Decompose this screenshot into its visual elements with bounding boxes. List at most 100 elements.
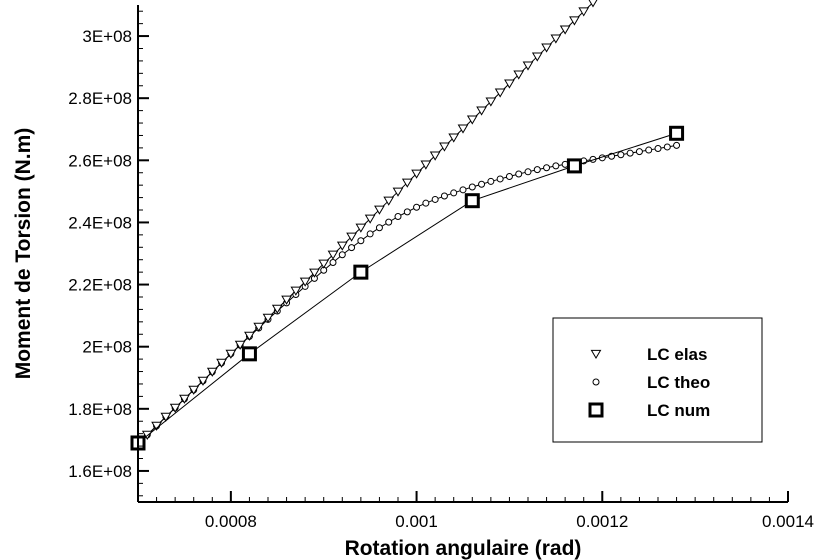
data-point bbox=[429, 151, 441, 161]
x-axis-title: Rotation angulaire (rad) bbox=[345, 537, 582, 560]
data-point bbox=[431, 195, 439, 203]
data-point bbox=[457, 124, 469, 134]
data-point bbox=[403, 208, 411, 216]
data-point bbox=[654, 145, 662, 153]
data-point bbox=[197, 376, 209, 386]
legend-items: LC elas LC theo LC num bbox=[588, 345, 710, 420]
x-tick-label: 0.0012 bbox=[576, 512, 628, 531]
data-point bbox=[552, 162, 560, 170]
axes-layer bbox=[137, 5, 788, 503]
data-point bbox=[485, 97, 497, 107]
y-tick-label: 1.8E+08 bbox=[68, 400, 132, 419]
legend-item: LC elas bbox=[590, 345, 707, 364]
data-point bbox=[468, 183, 476, 191]
data-point bbox=[290, 286, 302, 296]
data-point bbox=[336, 241, 348, 251]
data-point bbox=[392, 187, 404, 197]
data-point bbox=[394, 213, 402, 221]
legend-box bbox=[552, 317, 763, 443]
data-point bbox=[281, 295, 292, 305]
data-point bbox=[385, 218, 393, 226]
data-point bbox=[466, 115, 478, 125]
data-point bbox=[531, 52, 543, 62]
data-point bbox=[543, 164, 551, 172]
legend-marker bbox=[588, 402, 604, 418]
data-point bbox=[338, 251, 346, 259]
x-tick-label: 0.0008 bbox=[205, 512, 257, 531]
data-point bbox=[420, 160, 432, 170]
data-point bbox=[413, 203, 421, 211]
data-point bbox=[355, 223, 367, 233]
y-tick-label: 2.2E+08 bbox=[68, 276, 132, 295]
y-tick-label: 2E+08 bbox=[82, 338, 132, 357]
data-point bbox=[669, 125, 685, 141]
legend: LC elas LC theo LC num bbox=[552, 317, 763, 443]
data-point bbox=[411, 169, 422, 179]
y-tick-label: 2.8E+08 bbox=[68, 89, 132, 108]
data-point bbox=[566, 158, 582, 174]
data-point bbox=[329, 259, 337, 267]
data-point bbox=[663, 143, 671, 151]
y-tick-label: 3E+08 bbox=[82, 27, 132, 46]
data-point bbox=[357, 237, 365, 245]
data-point bbox=[626, 149, 634, 157]
data-point bbox=[645, 146, 653, 154]
data-point bbox=[374, 205, 385, 215]
data-point bbox=[216, 358, 227, 368]
data-point bbox=[496, 175, 504, 183]
data-point bbox=[448, 133, 460, 143]
data-point bbox=[253, 322, 265, 332]
data-point bbox=[487, 177, 495, 185]
data-point bbox=[494, 88, 506, 98]
data-point bbox=[309, 268, 320, 278]
data-point bbox=[476, 106, 487, 116]
data-point bbox=[366, 230, 374, 238]
data-point bbox=[299, 277, 311, 287]
data-point bbox=[617, 151, 625, 159]
data-point bbox=[505, 172, 513, 180]
data-point bbox=[225, 349, 237, 359]
data-point bbox=[206, 367, 218, 377]
legend-marker bbox=[592, 378, 600, 386]
data-point bbox=[459, 186, 467, 194]
x-tick-label: 0.001 bbox=[395, 512, 438, 531]
data-point bbox=[188, 385, 200, 395]
data-point bbox=[401, 178, 413, 188]
y-tick-label: 1.6E+08 bbox=[68, 462, 132, 481]
x-tick-label: 0.0014 bbox=[762, 512, 814, 531]
data-point bbox=[327, 250, 339, 260]
legend-label: LC num bbox=[647, 401, 710, 420]
data-point bbox=[440, 192, 448, 200]
data-point bbox=[169, 403, 181, 413]
data-point bbox=[439, 142, 450, 152]
data-point bbox=[318, 259, 330, 269]
data-point bbox=[262, 313, 274, 323]
data-point bbox=[635, 148, 643, 156]
data-point bbox=[464, 193, 480, 209]
y-tick-label: 2.4E+08 bbox=[68, 213, 132, 232]
y-tick-label: 2.6E+08 bbox=[68, 151, 132, 170]
data-point bbox=[578, 7, 590, 17]
data-point bbox=[533, 166, 541, 174]
data-point bbox=[348, 244, 356, 252]
data-point bbox=[541, 43, 552, 53]
ticks-layer: 0.0008 0.001 0.0012 0.0014 1.6E+08 1.8E+08 2E+… bbox=[68, 10, 814, 531]
data-point bbox=[478, 180, 486, 188]
data-point bbox=[588, 0, 598, 8]
data-point bbox=[179, 394, 190, 404]
data-point bbox=[524, 168, 532, 176]
data-point bbox=[346, 232, 357, 242]
legend-item: LC num bbox=[588, 401, 710, 420]
legend-item: LC theo bbox=[592, 373, 710, 392]
data-point bbox=[364, 214, 376, 224]
data-point bbox=[550, 34, 562, 44]
legend-label: LC theo bbox=[647, 373, 710, 392]
series-line bbox=[137, 132, 677, 444]
data-point bbox=[422, 199, 430, 207]
data-point bbox=[513, 70, 525, 80]
data-point bbox=[522, 61, 534, 71]
data-point bbox=[450, 189, 458, 197]
legend-label: LC elas bbox=[647, 345, 707, 364]
data-point bbox=[160, 412, 172, 422]
